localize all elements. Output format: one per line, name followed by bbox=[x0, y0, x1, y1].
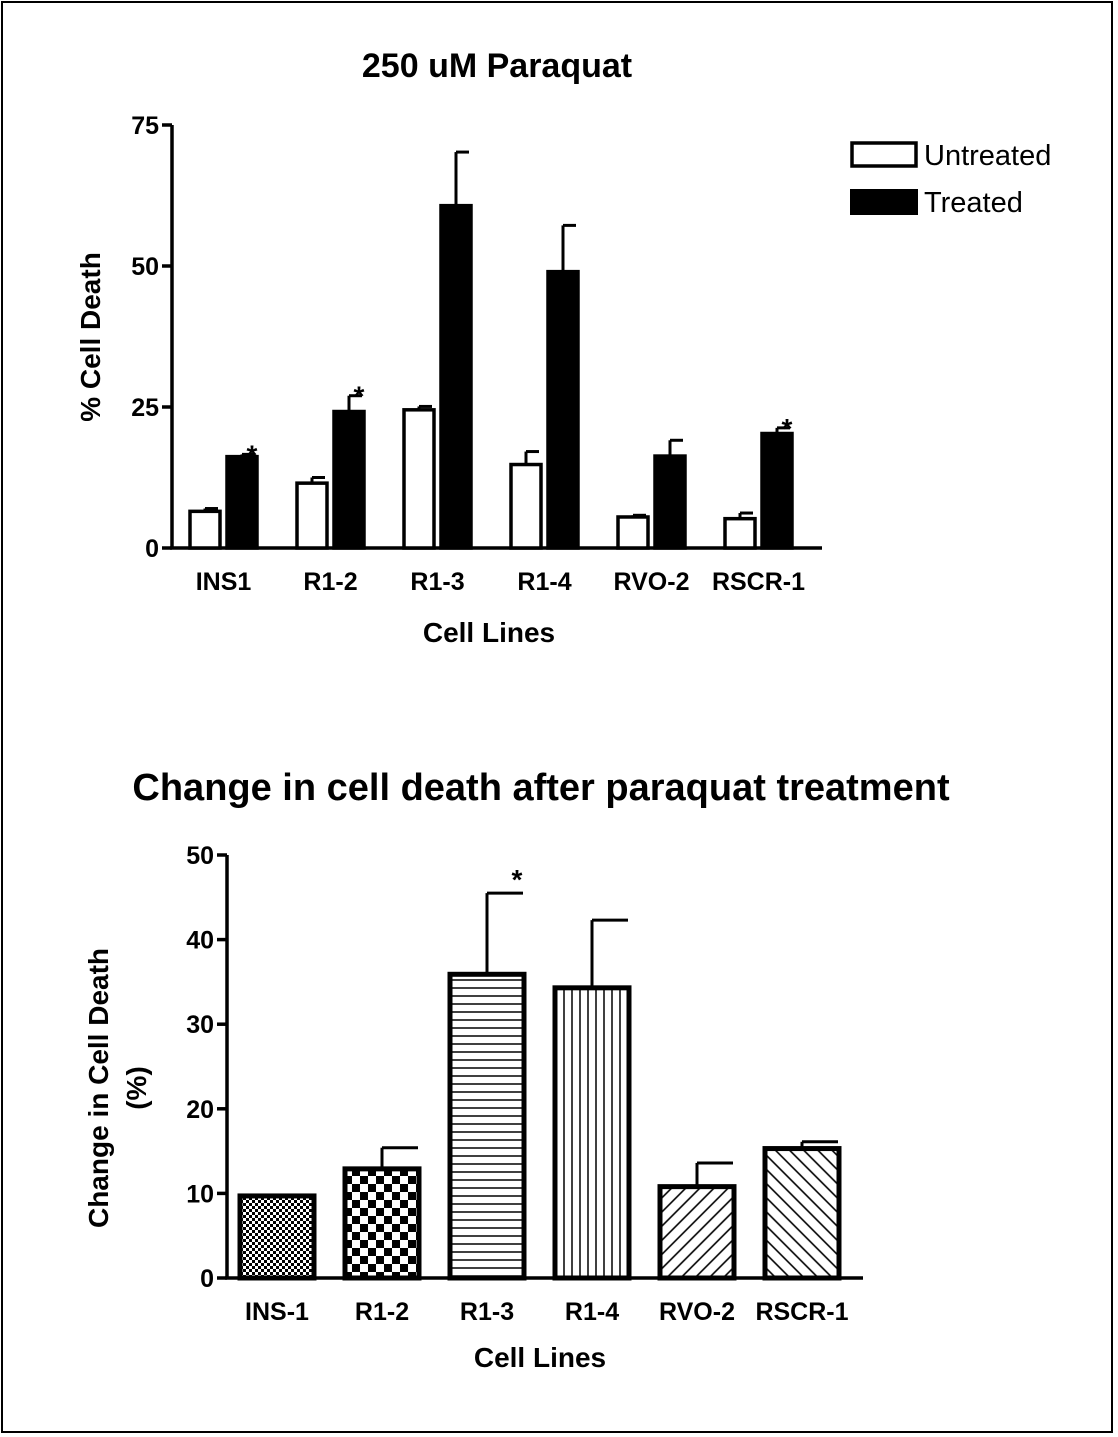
chart2-y-tick-label-50: 50 bbox=[186, 842, 214, 870]
chart2-x-tick-label-r1-4: R1-4 bbox=[565, 1298, 619, 1326]
chart1-bar-untreated-r1-2 bbox=[295, 481, 329, 550]
chart1-bar-treated-rvo-2 bbox=[653, 454, 687, 550]
chart2-title: Change in cell death after paraquat trea… bbox=[132, 767, 950, 809]
chart2-bar-rvo-2 bbox=[657, 1184, 737, 1281]
chart1-x-tick-label-ins1: INS1 bbox=[196, 568, 252, 596]
chart1-x-tick-label-r1-2: R1-2 bbox=[303, 568, 357, 596]
chart2-y-tick-label-0: 0 bbox=[200, 1265, 214, 1293]
chart1-bar-treated-ins1 bbox=[225, 454, 259, 550]
chart1-significance-rscr-1: * bbox=[782, 413, 793, 444]
legend-swatch-untreated bbox=[850, 141, 918, 168]
chart1-plot: 0 25 50 75 INS1 R1-2 R1-3 R1-4 RVO-2 RSCR-1 * * * bbox=[131, 112, 822, 596]
chart1-x-tick-label-rscr-1: RSCR-1 bbox=[712, 568, 805, 596]
chart1-y-tick-label-25: 25 bbox=[131, 394, 159, 422]
chart1-xlabel: Cell Lines bbox=[423, 617, 555, 648]
chart2-y-tick-label-20: 20 bbox=[186, 1096, 214, 1124]
legend-swatch-treated bbox=[850, 189, 918, 215]
chart1-y-tick-label-50: 50 bbox=[131, 253, 159, 281]
chart2-y-tick-label-30: 30 bbox=[186, 1011, 214, 1039]
chart1-y-tick-label-75: 75 bbox=[131, 112, 159, 140]
chart2-y-tick-label-40: 40 bbox=[186, 927, 214, 955]
chart1-significance-ins1: * bbox=[247, 439, 258, 470]
chart2-xlabel-text: Cell Lines bbox=[474, 1342, 606, 1373]
chart1-x-tick-label-rvo-2: RVO-2 bbox=[614, 568, 690, 596]
chart2-bar-ins-1 bbox=[237, 1193, 317, 1281]
chart1-y-tick-label-0: 0 bbox=[145, 535, 159, 563]
chart1-legend: Untreated Treated bbox=[850, 140, 1051, 219]
chart1-bar-treated-r1-3 bbox=[439, 203, 473, 550]
chart2-bar-r1-3 bbox=[447, 971, 527, 1281]
chart1-bar-untreated-r1-3 bbox=[402, 408, 436, 550]
chart2-bar-r1-4 bbox=[552, 985, 632, 1281]
chart1-ylabel: % Cell Death bbox=[75, 252, 106, 422]
chart1-bar-untreated-r1-4 bbox=[509, 462, 543, 550]
chart2-bar-r1-2 bbox=[342, 1166, 422, 1281]
chart2-bar-rscr-1 bbox=[762, 1146, 842, 1281]
chart2-ylabel-line1: Change in Cell Death bbox=[83, 948, 114, 1228]
chart1-significance-r1-2: * bbox=[354, 381, 365, 412]
legend-label-untreated: Untreated bbox=[924, 140, 1051, 172]
chart1-x-tick-label-r1-3: R1-3 bbox=[410, 568, 464, 596]
chart2-x-tick-label-rvo-2: RVO-2 bbox=[659, 1298, 735, 1326]
chart2-plot: 0 10 20 30 40 50 INS-1 R1-2 R1-3 R1-4 RVO-2 RSCR-1 * bbox=[186, 842, 863, 1326]
chart1-title: 250 uM Paraquat bbox=[362, 47, 632, 85]
legend-label-treated: Treated bbox=[924, 187, 1023, 219]
chart1-bar-treated-r1-4 bbox=[546, 269, 580, 550]
chart2-x-tick-label-ins-1: INS-1 bbox=[245, 1298, 309, 1326]
chart2-ylabel-line2: (%) bbox=[121, 1066, 152, 1110]
chart1-bar-untreated-rscr-1 bbox=[723, 516, 757, 550]
chart2-y-tick-label-10: 10 bbox=[186, 1180, 214, 1208]
chart1-bar-treated-r1-2 bbox=[332, 409, 366, 550]
chart1-bar-untreated-rvo-2 bbox=[616, 515, 650, 550]
chart2-x-tick-label-r1-2: R1-2 bbox=[355, 1298, 409, 1326]
chart2-x-tick-label-rscr-1: RSCR-1 bbox=[755, 1298, 848, 1326]
chart1-bar-untreated-ins1 bbox=[188, 509, 222, 550]
chart1-x-tick-label-r1-4: R1-4 bbox=[517, 568, 571, 596]
chart1-bar-treated-rscr-1 bbox=[760, 431, 794, 550]
chart2-x-tick-label-r1-3: R1-3 bbox=[460, 1298, 514, 1326]
chart2-significance-r1-3: * bbox=[512, 864, 523, 895]
